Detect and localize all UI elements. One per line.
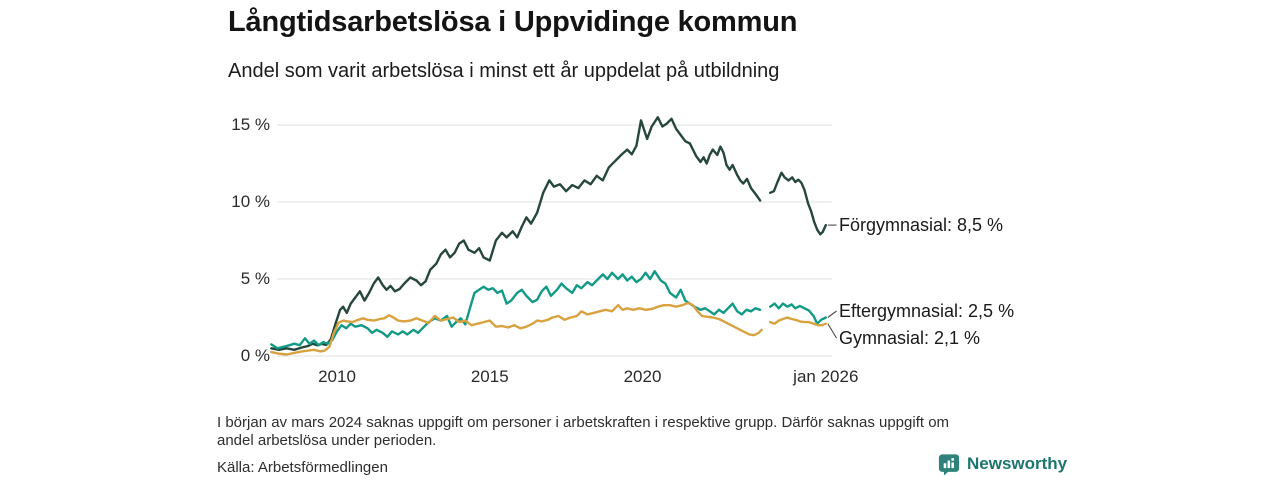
y-axis-tick-label: 0 % <box>240 346 270 365</box>
footnote-line-2: andel arbetslösa under perioden. <box>217 431 437 449</box>
page-title: Långtidsarbetslösa i Uppvidinge kommun <box>228 6 798 38</box>
newsworthy-logo-text: Newsworthy <box>967 454 1068 473</box>
footnote: I början av mars 2024 saknas uppgift om … <box>217 414 949 449</box>
series-end-label-gymnasial: Gymnasial: 2,1 % <box>839 327 981 348</box>
y-axis-tick-label: 15 % <box>231 115 270 134</box>
x-axis-tick-label: jan 2026 <box>793 367 859 386</box>
footnote-line-1: I början av mars 2024 saknas uppgift om … <box>217 414 950 431</box>
y-axis-tick-label: 5 % <box>240 269 270 288</box>
label-leader-line <box>827 323 837 339</box>
chart-subtitle: Andel som varit arbetslösa i minst ett å… <box>228 60 780 82</box>
series-line-förgymnasial <box>270 116 762 351</box>
x-axis-tick-label: 2010 <box>318 367 356 386</box>
x-axis-tick-label: 2015 <box>470 367 509 386</box>
series-line-eftergymnasial <box>270 270 762 350</box>
source-label: Källa: Arbetsförmedlingen <box>217 459 388 476</box>
label-leader-line <box>827 310 837 318</box>
newsworthy-bars-icon <box>938 453 960 476</box>
series-end-label-forgymnasial: Förgymnasial: 8,5 % <box>839 215 1004 236</box>
series-line-gymnasial <box>270 301 763 356</box>
series-line-eftergymnasial <box>769 302 827 325</box>
x-axis-tick-label: 2020 <box>623 367 662 386</box>
y-axis-tick-label: 10 % <box>231 192 270 211</box>
series-end-label-eftergymnasial: Eftergymnasial: 2,5 % <box>839 301 1015 322</box>
series-line-förgymnasial <box>769 171 827 236</box>
newsworthy-logo: Newsworthy <box>938 452 1067 476</box>
series-line-gymnasial <box>769 316 827 327</box>
